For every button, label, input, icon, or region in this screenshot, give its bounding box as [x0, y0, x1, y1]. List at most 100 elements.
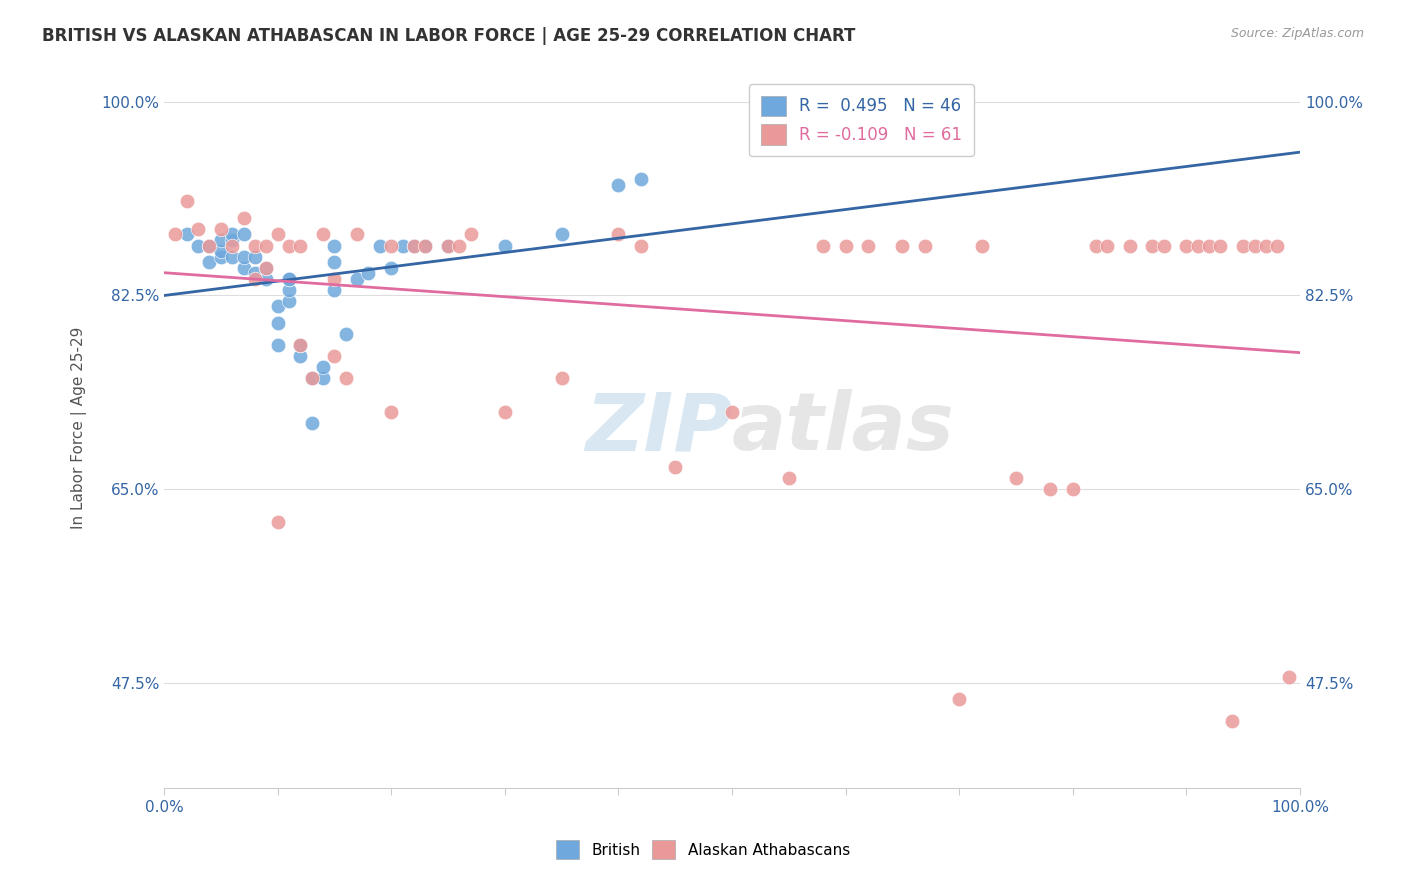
Point — [266, 227, 288, 242]
Point — [891, 238, 914, 252]
Point — [290, 349, 312, 363]
Point — [290, 338, 312, 352]
Y-axis label: In Labor Force | Age 25-29: In Labor Force | Age 25-29 — [72, 327, 87, 529]
Point — [607, 178, 630, 192]
Point — [630, 238, 652, 252]
Point — [232, 227, 254, 242]
Point — [413, 238, 436, 252]
Point — [721, 404, 744, 418]
Point — [437, 238, 460, 252]
Point — [221, 238, 243, 252]
Point — [323, 283, 346, 297]
Point — [301, 371, 323, 385]
Point — [266, 316, 288, 330]
Point — [221, 233, 243, 247]
Point — [391, 238, 413, 252]
Point — [209, 222, 232, 236]
Point — [494, 404, 516, 418]
Point — [176, 227, 198, 242]
Point — [301, 416, 323, 430]
Point — [254, 260, 277, 275]
Point — [380, 260, 402, 275]
Point — [254, 260, 277, 275]
Point — [550, 227, 572, 242]
Point — [243, 266, 266, 280]
Point — [368, 238, 391, 252]
Point — [970, 238, 993, 252]
Point — [243, 250, 266, 264]
Point — [1254, 238, 1277, 252]
Point — [664, 459, 686, 474]
Point — [1175, 238, 1198, 252]
Point — [187, 238, 209, 252]
Point — [402, 238, 425, 252]
Point — [494, 238, 516, 252]
Point — [1084, 238, 1107, 252]
Point — [254, 238, 277, 252]
Point — [209, 233, 232, 247]
Point — [301, 371, 323, 385]
Point — [323, 238, 346, 252]
Point — [278, 272, 301, 286]
Point — [460, 227, 482, 242]
Point — [335, 327, 357, 342]
Point — [1187, 238, 1209, 252]
Point — [607, 227, 630, 242]
Point — [187, 222, 209, 236]
Point — [312, 371, 335, 385]
Point — [1278, 670, 1301, 684]
Point — [449, 238, 471, 252]
Point — [630, 172, 652, 186]
Point — [312, 227, 335, 242]
Point — [221, 250, 243, 264]
Point — [278, 293, 301, 308]
Point — [1142, 238, 1164, 252]
Point — [323, 272, 346, 286]
Point — [1062, 482, 1084, 496]
Point — [290, 338, 312, 352]
Point — [948, 692, 970, 706]
Point — [858, 238, 880, 252]
Point — [266, 515, 288, 529]
Point — [323, 349, 346, 363]
Point — [550, 371, 572, 385]
Point — [1198, 238, 1220, 252]
Point — [778, 471, 800, 485]
Point — [380, 404, 402, 418]
Text: atlas: atlas — [733, 389, 955, 467]
Point — [1220, 714, 1243, 729]
Point — [209, 250, 232, 264]
Point — [1232, 238, 1254, 252]
Point — [232, 260, 254, 275]
Point — [209, 244, 232, 258]
Text: BRITISH VS ALASKAN ATHABASCAN IN LABOR FORCE | AGE 25-29 CORRELATION CHART: BRITISH VS ALASKAN ATHABASCAN IN LABOR F… — [42, 27, 856, 45]
Point — [198, 238, 221, 252]
Point — [346, 227, 368, 242]
Point — [914, 238, 936, 252]
Point — [221, 227, 243, 242]
Point — [1243, 238, 1265, 252]
Point — [278, 238, 301, 252]
Point — [232, 211, 254, 225]
Point — [312, 360, 335, 375]
Text: Source: ZipAtlas.com: Source: ZipAtlas.com — [1230, 27, 1364, 40]
Point — [266, 300, 288, 314]
Legend: R =  0.495   N = 46, R = -0.109   N = 61: R = 0.495 N = 46, R = -0.109 N = 61 — [749, 84, 973, 156]
Point — [402, 238, 425, 252]
Point — [380, 238, 402, 252]
Point — [1118, 238, 1140, 252]
Legend: British, Alaskan Athabascans: British, Alaskan Athabascans — [548, 832, 858, 866]
Point — [1039, 482, 1062, 496]
Point — [1265, 238, 1288, 252]
Point — [243, 272, 266, 286]
Point — [811, 238, 834, 252]
Point — [346, 272, 368, 286]
Point — [176, 194, 198, 209]
Point — [335, 371, 357, 385]
Point — [198, 238, 221, 252]
Point — [834, 238, 856, 252]
Point — [1005, 471, 1028, 485]
Point — [266, 338, 288, 352]
Point — [1153, 238, 1175, 252]
Point — [198, 255, 221, 269]
